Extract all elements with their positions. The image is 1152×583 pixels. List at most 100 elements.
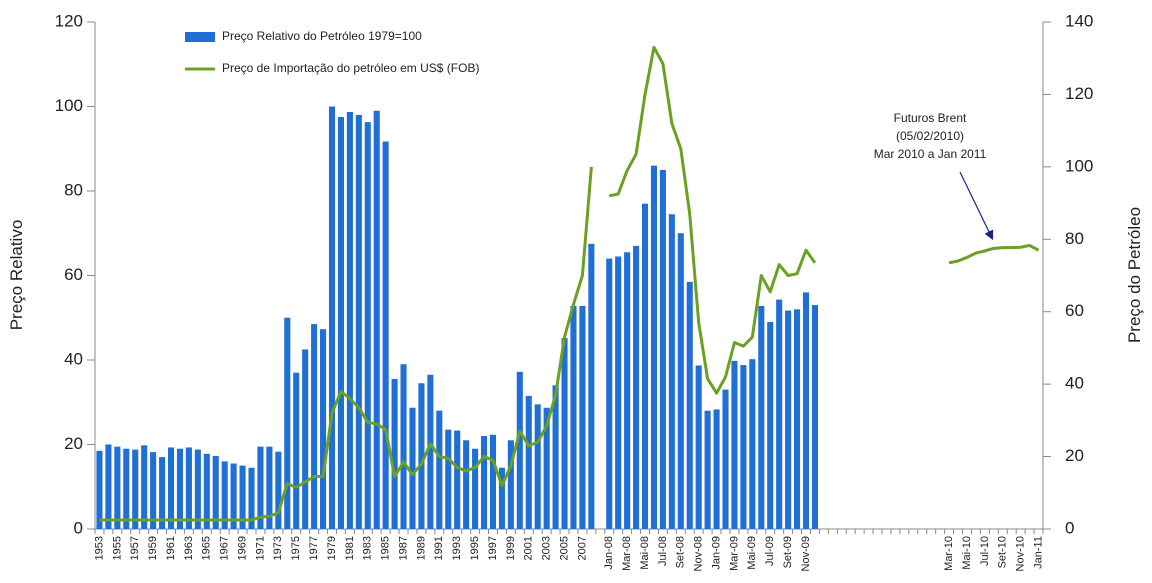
y-tick-label: 40 bbox=[64, 349, 83, 368]
x-tick-label: Mar-09 bbox=[728, 536, 740, 571]
bar bbox=[212, 455, 219, 529]
y2-tick-label: 80 bbox=[1065, 229, 1084, 248]
bar bbox=[740, 365, 747, 529]
x-tick-label: Set-10 bbox=[997, 536, 1009, 568]
annotation-arrow bbox=[959, 171, 994, 241]
bar bbox=[570, 305, 577, 529]
annotation: Mar 2010 a Jan 2011 bbox=[874, 147, 987, 161]
y-tick-label: 0 bbox=[74, 518, 83, 537]
x-tick-label: 1957 bbox=[129, 536, 141, 560]
bar bbox=[507, 440, 514, 529]
bar bbox=[302, 349, 309, 529]
x-tick-label: Mai-08 bbox=[639, 536, 651, 570]
bar bbox=[364, 122, 371, 529]
x-tick-label: Jan-08 bbox=[603, 536, 615, 570]
bar bbox=[203, 453, 210, 529]
bar bbox=[749, 359, 756, 529]
bar bbox=[311, 324, 318, 529]
bar bbox=[695, 365, 702, 529]
bar bbox=[722, 389, 729, 529]
bar bbox=[373, 110, 380, 529]
x-tick-label: 2001 bbox=[523, 536, 535, 560]
bar bbox=[713, 409, 720, 529]
bar bbox=[463, 440, 470, 529]
bar bbox=[606, 258, 613, 529]
bar bbox=[248, 467, 255, 529]
annotation: Futuros Brent bbox=[894, 111, 967, 125]
y2-tick-label: 0 bbox=[1065, 518, 1074, 537]
bar bbox=[328, 106, 336, 529]
bar bbox=[802, 292, 810, 529]
bar bbox=[794, 309, 801, 529]
x-tick-label: 1965 bbox=[201, 536, 213, 560]
bar bbox=[230, 463, 237, 529]
bar bbox=[758, 305, 765, 529]
x-tick-label: 1967 bbox=[219, 536, 231, 560]
bar bbox=[516, 371, 523, 529]
x-tick-label: Nov-09 bbox=[800, 536, 812, 571]
bar bbox=[427, 374, 434, 529]
bar bbox=[480, 436, 488, 529]
legend-swatch bbox=[185, 32, 215, 42]
x-tick-label: 1989 bbox=[415, 536, 427, 560]
bar bbox=[686, 281, 693, 529]
bar bbox=[257, 446, 264, 529]
bar bbox=[472, 448, 479, 529]
y2-tick-label: 100 bbox=[1065, 156, 1093, 175]
x-tick-label: 1999 bbox=[505, 536, 517, 560]
bar bbox=[552, 385, 559, 529]
x-tick-label: Jul-09 bbox=[764, 536, 776, 566]
x-tick-label: 2007 bbox=[576, 536, 588, 560]
bar bbox=[176, 448, 184, 529]
bar bbox=[194, 449, 201, 529]
x-tick-label: 1987 bbox=[397, 536, 409, 560]
bar bbox=[266, 446, 273, 529]
x-tick-label: Nov-10 bbox=[1015, 536, 1027, 571]
bar bbox=[785, 310, 792, 529]
bar bbox=[776, 299, 783, 529]
y-tick-label: 120 bbox=[55, 11, 83, 30]
y2-tick-label: 60 bbox=[1065, 301, 1084, 320]
x-tick-label: 1979 bbox=[326, 536, 338, 560]
y-axis-title: Preço Relativo bbox=[7, 220, 26, 331]
x-tick-label: Jul-10 bbox=[979, 536, 991, 566]
bar bbox=[561, 338, 568, 529]
bar bbox=[284, 317, 291, 529]
bar bbox=[150, 452, 157, 529]
bar bbox=[132, 449, 139, 529]
x-tick-label: 2005 bbox=[558, 536, 570, 560]
bar bbox=[588, 243, 595, 529]
bar bbox=[185, 447, 192, 529]
legend-label: Preço de Importação do petróleo em US$ (… bbox=[222, 61, 479, 75]
bar bbox=[159, 457, 166, 529]
y-tick-label: 80 bbox=[64, 180, 83, 199]
x-tick-label: Nov-08 bbox=[693, 536, 705, 571]
bar bbox=[320, 329, 327, 529]
bar bbox=[489, 434, 497, 529]
bar bbox=[633, 245, 640, 530]
x-tick-label: 1955 bbox=[111, 536, 123, 560]
bar bbox=[668, 214, 675, 530]
x-tick-label: Mar-08 bbox=[621, 536, 633, 571]
bar bbox=[221, 461, 228, 529]
x-tick-label: Jan-11 bbox=[1032, 536, 1044, 569]
x-tick-label: 1991 bbox=[433, 536, 445, 560]
bar bbox=[704, 410, 711, 529]
bar bbox=[454, 430, 461, 529]
bar bbox=[641, 203, 649, 530]
x-tick-label: 1997 bbox=[487, 536, 499, 560]
bar bbox=[525, 395, 532, 529]
x-tick-label: Set-08 bbox=[675, 536, 687, 568]
x-tick-label: 1993 bbox=[451, 536, 463, 560]
bar bbox=[659, 169, 666, 529]
x-tick-label: Jan-09 bbox=[710, 536, 722, 570]
line bbox=[99, 45, 1040, 522]
x-tick-label: Mai-10 bbox=[961, 536, 973, 570]
bar bbox=[615, 256, 622, 529]
x-tick-label: 1953 bbox=[93, 536, 105, 560]
y2-tick-label: 120 bbox=[1065, 84, 1093, 103]
y2-axis-title: Preço do Petróleo bbox=[1125, 207, 1144, 343]
x-tick-label: 1981 bbox=[344, 536, 356, 560]
x-tick-label: 1973 bbox=[272, 536, 284, 560]
legend-label: Preço Relativo do Petróleo 1979=100 bbox=[222, 29, 422, 43]
